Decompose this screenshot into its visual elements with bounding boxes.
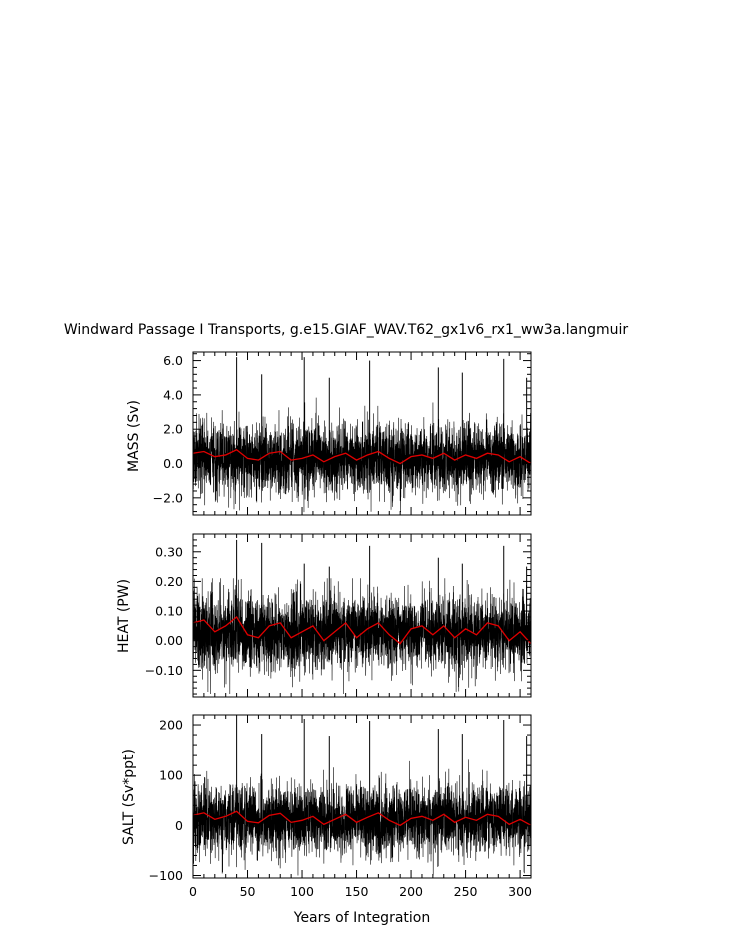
heat-ytick-label: 0.20 <box>155 574 183 589</box>
x-tick-label: 200 <box>399 884 423 899</box>
mass-ytick-label: −2.0 <box>153 490 183 505</box>
mass-ytick-label: 0.0 <box>163 456 183 471</box>
x-axis-label: Years of Integration <box>293 910 430 926</box>
salt-smoothed-line <box>192 810 532 827</box>
heat-axes: 0.30 0.20 0.10 0.00 −0.10 <box>145 533 532 698</box>
x-tick-label: 100 <box>290 884 314 899</box>
panel-mass: 6.0 4.0 2.0 0.0 −2.0 MASS (Sv) <box>126 351 532 516</box>
salt-ytick-label: 100 <box>159 768 183 783</box>
salt-ytick-label: 0 <box>175 818 183 833</box>
heat-raw-line <box>192 578 532 695</box>
heat-smoothed-line <box>192 616 532 645</box>
salt-smoothed-series <box>192 810 532 827</box>
salt-raw-series <box>192 719 532 876</box>
panel-heat: 0.30 0.20 0.10 0.00 −0.10 HEAT (PW) <box>116 533 532 698</box>
x-tick-label: 250 <box>454 884 478 899</box>
heat-ylabel: HEAT (PW) <box>116 579 132 653</box>
heat-smoothed-series <box>192 616 532 645</box>
mass-raw-series <box>192 357 532 513</box>
salt-plot-frame <box>192 714 532 879</box>
mass-ylabel: MASS (Sv) <box>126 400 142 472</box>
x-tick-label: 0 <box>189 884 197 899</box>
x-tick-label: 300 <box>508 884 532 899</box>
mass-raw-line <box>192 397 532 513</box>
x-tick-label: 150 <box>345 884 369 899</box>
mass-axes: 6.0 4.0 2.0 0.0 −2.0 <box>153 351 532 516</box>
panel-salt: 200 100 0 −100 0 50 100 150 200 250 300 SALT (Sv*p… <box>121 714 532 899</box>
heat-ytick-label: 0.10 <box>155 604 183 619</box>
mass-smoothed-line <box>192 449 532 465</box>
heat-ytick-label: −0.10 <box>145 663 183 678</box>
mass-ytick-label: 4.0 <box>163 387 183 402</box>
heat-ytick-label: 0.30 <box>155 544 183 559</box>
heat-plot-frame <box>192 533 532 698</box>
salt-axes: 200 100 0 −100 0 50 100 150 200 250 300 <box>149 714 532 899</box>
heat-raw-series <box>192 539 532 695</box>
salt-ytick-label: −100 <box>149 868 183 883</box>
x-tick-label: 50 <box>240 884 256 899</box>
mass-ytick-label: 2.0 <box>163 422 183 437</box>
mass-ytick-label: 6.0 <box>163 353 183 368</box>
heat-ytick-label: 0.00 <box>155 633 183 648</box>
salt-ytick-label: 200 <box>159 718 183 733</box>
mass-plot-frame <box>192 351 532 516</box>
mass-smoothed-series <box>192 449 532 465</box>
chart-title: Windward Passage I Transports, g.e15.GIA… <box>64 322 629 338</box>
salt-ylabel: SALT (Sv*ppt) <box>121 749 137 845</box>
